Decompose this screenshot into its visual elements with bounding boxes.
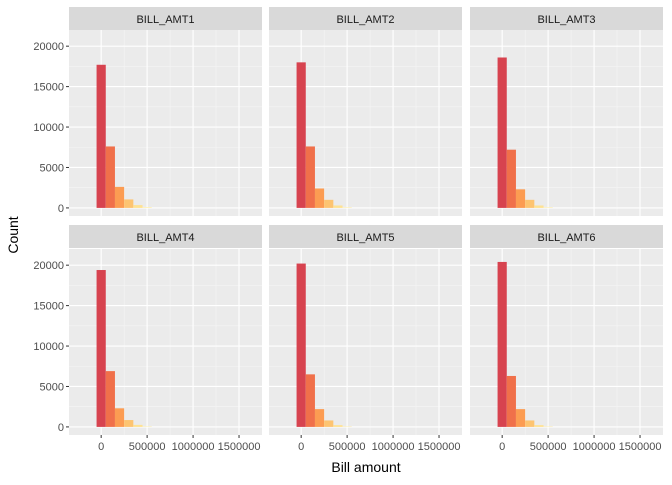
- facet-panel: BILL_AMT2: [269, 7, 462, 216]
- histogram-bar: [534, 205, 544, 208]
- x-tick-label: 500000: [129, 441, 166, 453]
- facet-strip-label: BILL_AMT1: [136, 14, 194, 26]
- x-tick-label: 500000: [530, 441, 567, 453]
- histogram-bar: [96, 270, 106, 427]
- histogram-bar: [543, 207, 553, 208]
- histogram-bar: [333, 205, 343, 208]
- x-tick-label: 0: [499, 441, 505, 453]
- histogram-bar: [497, 57, 507, 208]
- y-tick-label: 10000: [33, 341, 64, 353]
- histogram-bar: [105, 371, 115, 427]
- histogram-bar: [515, 409, 526, 427]
- histogram-bar: [105, 146, 115, 208]
- histogram-bar: [342, 207, 352, 208]
- histogram-bar: [314, 409, 325, 427]
- facet-panel: BILL_AMT5 0 500000 1000000 1500000: [269, 225, 462, 453]
- histogram-bar: [133, 424, 143, 427]
- x-tick-label: 0: [98, 441, 104, 453]
- facet-strip: [470, 225, 663, 248]
- histogram-bar: [296, 263, 306, 427]
- facet-strip-label: BILL_AMT6: [537, 232, 595, 244]
- y-tick-label: 5000: [40, 162, 64, 174]
- facet-strip: [269, 7, 462, 30]
- x-tick-label: 0: [298, 441, 304, 453]
- x-tick-label: 1000000: [573, 441, 616, 453]
- x-tick-label: 1500000: [418, 441, 461, 453]
- histogram-bar: [142, 426, 152, 427]
- histogram-bar: [525, 420, 535, 427]
- facet-strip: [470, 7, 663, 30]
- histogram-bar: [324, 420, 334, 427]
- facet-strip-label: BILL_AMT4: [136, 232, 194, 244]
- histogram-bar: [142, 207, 152, 208]
- y-axis-title: Count: [5, 216, 21, 253]
- histogram-bar: [525, 199, 535, 208]
- facet-strip: [69, 7, 262, 30]
- x-tick-label: 1500000: [218, 441, 261, 453]
- histogram-bar: [543, 426, 553, 428]
- y-tick-label: 15000: [33, 301, 64, 313]
- facet-panel: BILL_AMT3: [470, 7, 663, 216]
- y-tick-label: 0: [58, 203, 64, 215]
- histogram-bar: [497, 261, 507, 427]
- facet-strip-label: BILL_AMT2: [336, 14, 394, 26]
- panels-layer: BILL_AMT1 0 5000 10000 15000 20000 BILL_AMT2 BI…: [33, 7, 663, 453]
- x-tick-label: 500000: [329, 441, 366, 453]
- x-axis-title: Bill amount: [331, 459, 400, 475]
- histogram-bar: [133, 205, 143, 208]
- histogram-bar: [305, 374, 315, 427]
- histogram-bar: [305, 146, 315, 208]
- facet-strip: [269, 225, 462, 248]
- histogram-bar: [114, 186, 125, 208]
- facet-panel: BILL_AMT4 0 5000 10000 15000 20000 0 500000 1000…: [33, 225, 262, 453]
- facet-strip-label: BILL_AMT3: [537, 14, 595, 26]
- histogram-bar: [534, 425, 544, 427]
- histogram-bar: [296, 62, 306, 208]
- y-tick-label: 0: [58, 422, 64, 434]
- histogram-bar: [333, 425, 343, 427]
- histogram-bar: [124, 199, 134, 208]
- facet-panel: BILL_AMT1 0 5000 10000 15000 20000: [33, 7, 262, 216]
- histogram-bar: [114, 408, 125, 427]
- x-tick-label: 1000000: [372, 441, 415, 453]
- histogram-bar: [124, 420, 134, 427]
- y-tick-label: 20000: [33, 41, 64, 53]
- histogram-bar: [506, 149, 516, 208]
- y-tick-label: 10000: [33, 122, 64, 134]
- x-tick-label: 1000000: [172, 441, 215, 453]
- facet-panel: BILL_AMT6 0 500000 1000000 1500000: [470, 225, 663, 453]
- histogram-bar: [314, 188, 325, 208]
- histogram-bar: [324, 199, 334, 208]
- histogram-bar: [96, 64, 106, 208]
- facet-strip: [69, 225, 262, 248]
- histogram-bar: [506, 375, 516, 427]
- y-tick-label: 5000: [40, 381, 64, 393]
- facet-strip-label: BILL_AMT5: [336, 232, 394, 244]
- y-tick-label: 20000: [33, 260, 64, 272]
- x-tick-label: 1500000: [619, 441, 662, 453]
- histogram-bar: [342, 426, 352, 428]
- y-tick-label: 15000: [33, 82, 64, 94]
- histogram-bar: [515, 189, 526, 208]
